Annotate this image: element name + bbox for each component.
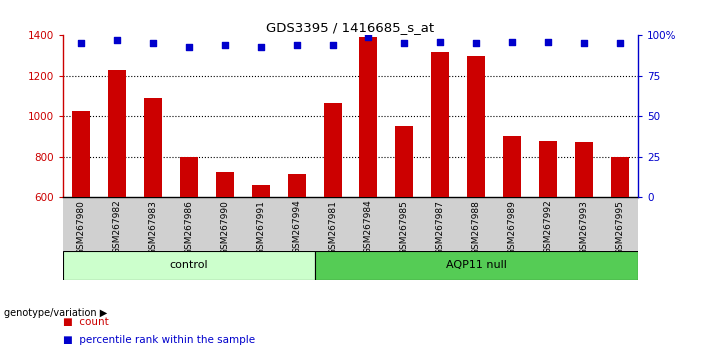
Bar — [539, 142, 557, 197]
Point — [76, 41, 87, 46]
Point — [111, 38, 123, 43]
Point — [399, 41, 410, 46]
Bar — [63, 251, 315, 280]
Bar — [144, 98, 162, 197]
Text: GSM267980: GSM267980 — [76, 200, 86, 255]
Text: GSM267994: GSM267994 — [292, 200, 301, 255]
Text: GSM267992: GSM267992 — [543, 200, 552, 255]
Point — [327, 42, 338, 48]
Point — [614, 41, 625, 46]
Bar — [575, 143, 593, 197]
Point — [183, 44, 194, 50]
Text: GSM267982: GSM267982 — [112, 200, 121, 255]
Text: ■  percentile rank within the sample: ■ percentile rank within the sample — [63, 335, 255, 345]
Point — [219, 42, 231, 48]
Text: control: control — [170, 260, 208, 270]
Point — [255, 44, 266, 50]
Text: GSM267987: GSM267987 — [436, 200, 445, 255]
Text: GSM267990: GSM267990 — [220, 200, 229, 255]
Bar — [324, 103, 341, 197]
Text: GSM267989: GSM267989 — [508, 200, 517, 255]
Text: GSM267985: GSM267985 — [400, 200, 409, 255]
Text: GSM267984: GSM267984 — [364, 200, 373, 255]
Bar — [180, 156, 198, 197]
Text: AQP11 null: AQP11 null — [446, 260, 507, 270]
Bar — [431, 52, 449, 197]
Point — [291, 42, 302, 48]
Text: GSM267991: GSM267991 — [256, 200, 265, 255]
Title: GDS3395 / 1416685_s_at: GDS3395 / 1416685_s_at — [266, 21, 435, 34]
Point — [470, 41, 482, 46]
Point — [147, 41, 158, 46]
Point — [543, 39, 554, 45]
Text: GSM267995: GSM267995 — [615, 200, 625, 255]
Bar — [216, 172, 233, 197]
Point — [435, 39, 446, 45]
Bar — [72, 111, 90, 197]
Bar — [611, 156, 629, 197]
Text: GSM267986: GSM267986 — [184, 200, 193, 255]
Bar — [395, 126, 414, 197]
Text: GSM267988: GSM267988 — [472, 200, 481, 255]
Bar — [252, 185, 270, 197]
Bar — [468, 56, 485, 197]
Bar — [315, 251, 638, 280]
Bar — [360, 38, 377, 197]
Point — [363, 34, 374, 40]
Text: ■  count: ■ count — [63, 317, 109, 327]
Text: GSM267993: GSM267993 — [580, 200, 589, 255]
Bar — [287, 174, 306, 197]
Text: genotype/variation ▶: genotype/variation ▶ — [4, 308, 107, 318]
Point — [507, 39, 518, 45]
Text: GSM267981: GSM267981 — [328, 200, 337, 255]
Bar — [503, 136, 521, 197]
Bar — [108, 70, 126, 197]
Point — [578, 41, 590, 46]
Text: GSM267983: GSM267983 — [149, 200, 158, 255]
